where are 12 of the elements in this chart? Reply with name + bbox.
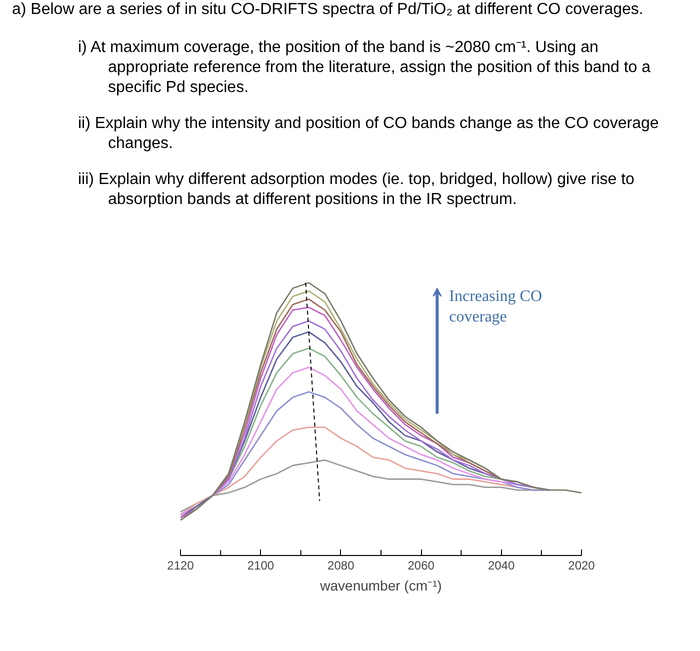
x-tick-label: 2020 <box>568 558 596 572</box>
x-tick-label: 2120 <box>167 558 194 572</box>
x-tick-label: 2100 <box>247 558 274 572</box>
text: iii) Explain why different adsorption modes (ie. top, bridged, hollow) give rise to absorption bands at different positions in the IR spectrum. <box>78 170 636 210</box>
text: ii) Explain why the intensity and position of CO bands change as the CO coverage changes. <box>78 114 660 154</box>
x-tick-label: 2080 <box>328 558 355 572</box>
x-tick-label: 2040 <box>488 558 515 572</box>
x-tick-label: 2060 <box>408 558 435 572</box>
x-axis-title: wavenumber (cm⁻¹) <box>319 578 442 594</box>
annotation: Increasing CO coverage <box>449 288 542 326</box>
chart-title: a) Below are a series of in situ CO-DRIFTS spectra of Pd/TiO₂ at different CO coverages. <box>12 0 644 20</box>
text: i) At maximum coverage, the position of the band is ~2080 cm⁻¹. Using an appropriate reference from the literature, assign the position of this band to a specific Pd species. <box>78 38 652 98</box>
